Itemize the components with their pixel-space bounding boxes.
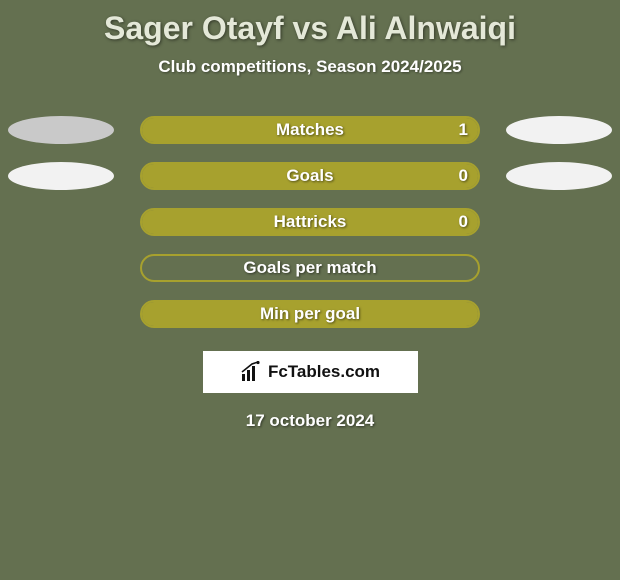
bar-label: Goals xyxy=(286,166,333,186)
bar-label: Goals per match xyxy=(243,258,376,278)
stat-bar: 0 Hattricks xyxy=(140,208,480,236)
comparison-card: Sager Otayf vs Ali Alnwaiqi Club competi… xyxy=(0,0,620,580)
attribution-text: FcTables.com xyxy=(268,362,380,382)
attribution-badge: FcTables.com xyxy=(203,351,418,393)
page-title: Sager Otayf vs Ali Alnwaiqi xyxy=(0,10,620,47)
right-ellipse xyxy=(506,162,612,190)
bar-label: Min per goal xyxy=(260,304,360,324)
left-ellipse xyxy=(8,162,114,190)
stat-row: Goals per match xyxy=(0,245,620,291)
stats-area: 1 Matches 0 Goals 0 Hattricks Goals per match M… xyxy=(0,107,620,337)
bar-value-right: 0 xyxy=(459,166,468,186)
date-label: 17 october 2024 xyxy=(0,411,620,431)
chart-icon xyxy=(240,361,262,383)
stat-bar: 1 Matches xyxy=(140,116,480,144)
stat-row: 0 Goals xyxy=(0,153,620,199)
stat-bar: 0 Goals xyxy=(140,162,480,190)
left-ellipse xyxy=(8,116,114,144)
bar-value-right: 0 xyxy=(459,212,468,232)
page-subtitle: Club competitions, Season 2024/2025 xyxy=(0,57,620,77)
bar-label: Hattricks xyxy=(274,212,347,232)
right-ellipse xyxy=(506,116,612,144)
stat-row: Min per goal xyxy=(0,291,620,337)
bar-label: Matches xyxy=(276,120,344,140)
stat-row: 0 Hattricks xyxy=(0,199,620,245)
stat-row: 1 Matches xyxy=(0,107,620,153)
stat-bar: Min per goal xyxy=(140,300,480,328)
stat-bar: Goals per match xyxy=(140,254,480,282)
bar-value-right: 1 xyxy=(459,120,468,140)
